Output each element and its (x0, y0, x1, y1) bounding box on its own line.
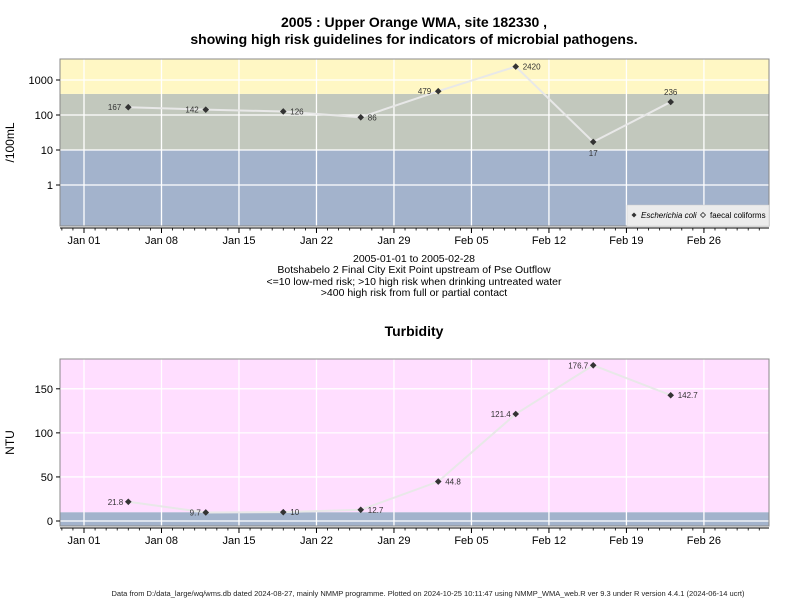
y-tick-label: 150 (35, 384, 53, 396)
x-tick-label: Jan 29 (377, 535, 410, 547)
x-tick-label: Jan 08 (145, 235, 178, 247)
info-date-range: 2005-01-01 to 2005-02-28 (353, 253, 475, 265)
point-label: 9.7 (190, 508, 202, 517)
chart-title-line2: showing high risk guidelines for indicat… (190, 31, 637, 47)
point-label: 44.8 (445, 478, 461, 487)
data-point (279, 508, 287, 516)
x-tick-label: Feb 05 (454, 535, 488, 547)
point-label: 12.7 (368, 506, 384, 515)
x-tick-label: Feb 05 (454, 235, 488, 247)
data-point (124, 103, 132, 111)
point-label: 21.8 (108, 498, 124, 507)
microbial-panel: 167 142 126 86 479 2420 17 236 1 10 100 1000 Jan 01 J… (3, 58, 770, 247)
legend-box (626, 204, 770, 227)
footer-note: Data from D:/data_large/wq/wms.db dated … (112, 589, 745, 598)
x-tick-label: Feb 26 (687, 235, 721, 247)
plot-frame (59, 58, 770, 227)
data-point (512, 63, 520, 70)
data-point (357, 113, 365, 121)
point-label: 142 (185, 106, 199, 115)
x-tick-label: Jan 29 (377, 235, 410, 247)
info-contact-guideline: >400 high risk from full or partial cont… (321, 287, 508, 299)
x-tick-label: Feb 12 (532, 535, 566, 547)
x-tick-label: Jan 15 (222, 235, 255, 247)
x-tick-label: Feb 12 (532, 235, 566, 247)
point-label: 479 (418, 87, 432, 96)
x-tick-label: Jan 08 (145, 535, 178, 547)
data-point (434, 478, 442, 485)
y-axis-label: NTU (3, 430, 17, 455)
data-point (589, 138, 597, 146)
data-point (279, 108, 287, 115)
data-point (124, 498, 132, 506)
point-label: 17 (589, 149, 598, 158)
risk-band-0 (60, 512, 769, 526)
data-point (357, 506, 365, 514)
chart-title-line1: 2005 : Upper Orange WMA, site 182330 , (281, 14, 547, 30)
point-label: 2420 (523, 63, 541, 72)
point-label: 236 (664, 88, 678, 97)
x-tick-label: Jan 01 (67, 535, 100, 547)
risk-band-2 (60, 59, 769, 94)
point-label: 121.4 (491, 410, 512, 419)
y-tick-label: 50 (41, 472, 53, 484)
legend-marker-ecoli (631, 212, 637, 218)
data-point (202, 509, 210, 516)
x-tick-label: Jan 01 (67, 235, 100, 247)
legend-marker-faecal (699, 211, 707, 219)
x-tick-label: Feb 19 (609, 235, 643, 247)
y-tick-label: 0 (47, 516, 53, 528)
x-tick-label: Jan 22 (300, 235, 333, 247)
point-label: 126 (290, 107, 304, 116)
turbidity-panel: 21.8 9.7 10 12.7 44.8 121.4 176.7 142.7 0 50 100 15… (3, 358, 770, 547)
risk-band-1 (60, 93, 769, 150)
y-tick-label: 1000 (29, 75, 53, 87)
turbidity-title: Turbidity (385, 323, 444, 339)
point-label: 142.7 (678, 391, 699, 400)
y-axis-label: /100mL (3, 122, 17, 162)
info-drinking-guideline: <=10 low-med risk; >10 high risk when dr… (266, 276, 562, 288)
point-label: 86 (368, 113, 377, 122)
data-point (667, 391, 675, 399)
series-line (128, 364, 672, 514)
point-label: 176.7 (568, 361, 589, 370)
point-label: 10 (290, 508, 299, 517)
point-label: 167 (108, 103, 122, 112)
data-point (434, 87, 442, 95)
x-tick-label: Jan 22 (300, 535, 333, 547)
data-point (667, 98, 675, 106)
data-point (202, 106, 210, 113)
info-site-name: Botshabelo 2 Final City Exit Point upstr… (277, 264, 551, 276)
y-tick-label: 1 (47, 180, 53, 192)
x-tick-label: Feb 19 (609, 535, 643, 547)
risk-band-1 (60, 359, 769, 513)
x-tick-label: Feb 26 (687, 535, 721, 547)
legend-label-faecal: faecal coliforms (710, 211, 766, 220)
plot-frame (59, 358, 770, 527)
data-point (589, 361, 597, 369)
x-tick-label: Jan 15 (222, 535, 255, 547)
legend: Escherichia coli faecal coliforms (626, 204, 770, 227)
legend-label-ecoli: Escherichia coli (641, 211, 697, 220)
y-tick-label: 100 (35, 110, 53, 122)
y-tick-label: 100 (35, 428, 53, 440)
series-line (128, 65, 672, 144)
y-tick-label: 10 (41, 145, 53, 157)
data-point (512, 410, 520, 418)
